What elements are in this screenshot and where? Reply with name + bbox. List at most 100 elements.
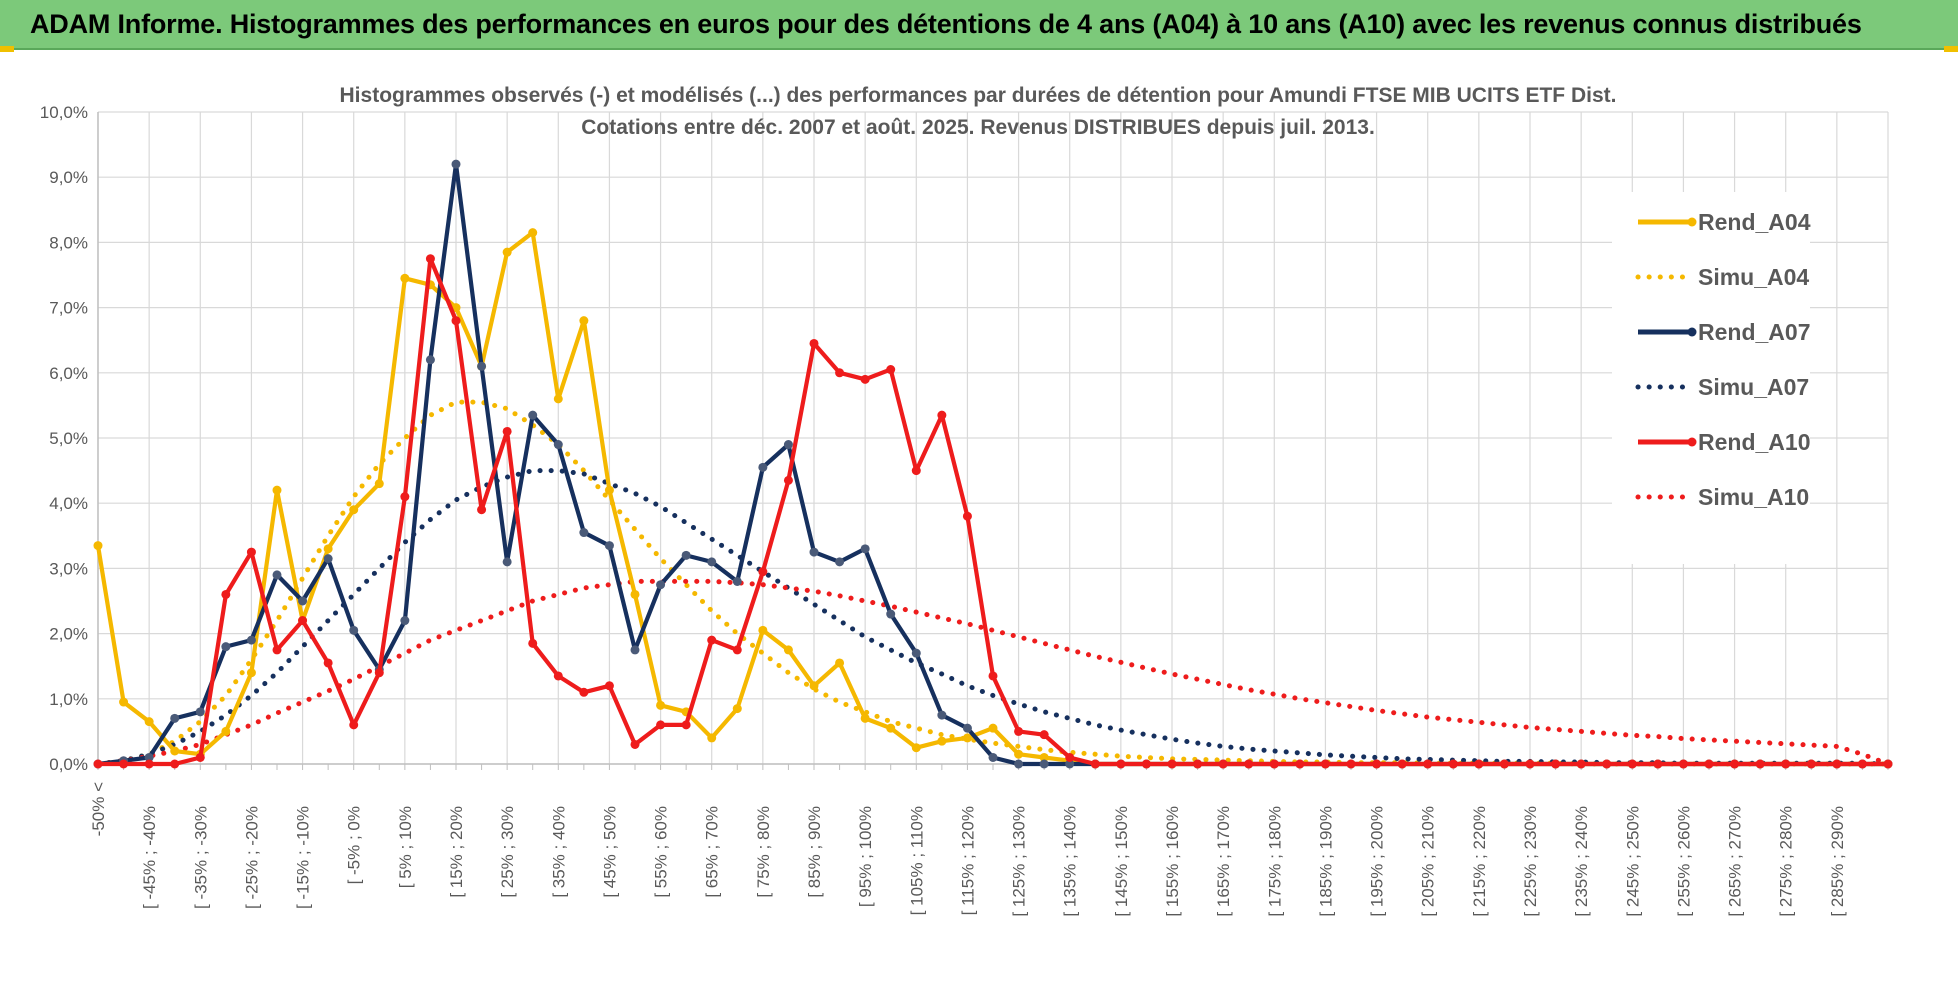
x-tick-label: [ 185% ; 190%	[1316, 806, 1335, 917]
data-point	[937, 710, 947, 720]
data-point	[425, 254, 435, 264]
data-point	[323, 544, 333, 554]
data-point	[911, 648, 921, 658]
legend-label: Simu_A07	[1698, 374, 1809, 400]
data-point	[681, 550, 691, 560]
x-tick-label: [ 115% ; 120%	[958, 806, 977, 915]
data-point	[1499, 759, 1509, 769]
chart-title: Histogrammes observés (-) et modélisés (…	[340, 84, 1617, 107]
data-point	[835, 557, 845, 567]
data-point	[732, 576, 742, 586]
data-point	[962, 733, 972, 743]
data-point	[1065, 759, 1075, 769]
x-tick-label: [ 125% ; 130%	[1010, 806, 1029, 917]
y-tick-label: 4,0%	[49, 494, 88, 513]
legend-marker	[1687, 437, 1697, 447]
data-point	[604, 541, 614, 551]
legend-label: Simu_A04	[1698, 264, 1809, 290]
data-point	[732, 645, 742, 655]
data-point	[1423, 759, 1433, 769]
data-point	[1653, 759, 1663, 769]
data-point	[1806, 759, 1816, 769]
data-point	[272, 570, 282, 580]
x-tick-label: [ 105% ; 110%	[907, 806, 926, 915]
x-tick-label: [ 245% ; 250%	[1623, 806, 1642, 917]
x-tick-label: [ -35% ; -30%	[191, 806, 210, 909]
series-Rend_A10	[93, 254, 1893, 769]
data-point	[1781, 759, 1791, 769]
data-point	[374, 668, 384, 678]
report-banner: ADAM Informe. Histogrammes des performan…	[0, 0, 1958, 50]
x-tick-label: -50% <	[89, 782, 108, 836]
data-point	[835, 368, 845, 378]
y-tick-label: 10,0%	[40, 103, 88, 122]
data-point	[1832, 759, 1842, 769]
data-point	[860, 374, 870, 384]
data-point	[1448, 759, 1458, 769]
data-point	[1116, 759, 1126, 769]
x-tick-label: [ -25% ; -20%	[242, 806, 261, 909]
chart-subtitle: Cotations entre déc. 2007 et août. 2025.…	[581, 116, 1375, 139]
data-point	[1167, 759, 1177, 769]
data-point	[630, 645, 640, 655]
x-tick-label: [ 65% ; 70%	[703, 806, 722, 898]
data-point	[400, 616, 410, 626]
legend-marker	[1687, 327, 1697, 337]
data-point	[988, 752, 998, 762]
data-point	[1014, 749, 1024, 759]
data-point	[1269, 759, 1279, 769]
data-point	[604, 681, 614, 691]
legend-item-Rend_A10: Rend_A10	[1638, 429, 1810, 455]
x-tick-label: [ -5% ; 0%	[345, 806, 364, 884]
x-tick-label: [ 195% ; 200%	[1368, 806, 1387, 917]
x-tick-label: [ -15% ; -10%	[294, 806, 313, 909]
data-point	[502, 247, 512, 257]
data-point	[1576, 759, 1586, 769]
axes: 0,0% 1,0% 2,0% 3,0% 4,0% 5,0% 6,0% 7,0% 8,0% 9,0%…	[40, 103, 1889, 917]
data-point	[1627, 759, 1637, 769]
data-point	[886, 365, 896, 375]
y-tick-label: 2,0%	[49, 625, 88, 644]
legend-marker	[1687, 217, 1697, 227]
data-point	[221, 726, 231, 736]
legend-item-Rend_A07: Rend_A07	[1638, 319, 1810, 345]
data-point	[707, 733, 717, 743]
report-title: ADAM Informe. Histogrammes des performan…	[30, 8, 1862, 39]
corner-mark-right	[1944, 46, 1958, 52]
data-point	[246, 635, 256, 645]
x-tick-label: [ 225% ; 230%	[1521, 806, 1540, 917]
data-point	[221, 642, 231, 652]
data-point	[579, 316, 589, 326]
data-point	[221, 589, 231, 599]
y-tick-label: 9,0%	[49, 168, 88, 187]
x-tick-label: [ 35% ; 40%	[549, 806, 568, 898]
x-tick-label: [ 75% ; 80%	[754, 806, 773, 898]
data-point	[298, 616, 308, 626]
data-point	[323, 554, 333, 564]
data-point	[886, 723, 896, 733]
data-point	[758, 462, 768, 472]
x-tick-label: [ 25% ; 30%	[498, 806, 517, 898]
x-tick-label: [ 265% ; 270%	[1726, 806, 1745, 917]
data-point	[1141, 759, 1151, 769]
data-point	[170, 759, 180, 769]
data-point	[170, 746, 180, 756]
legend-item-Rend_A04: Rend_A04	[1638, 209, 1811, 235]
series-line	[95, 578, 1891, 767]
data-point	[1039, 730, 1049, 740]
data-point	[1678, 759, 1688, 769]
data-point	[477, 361, 487, 371]
data-point	[758, 567, 768, 577]
x-tick-label: [ 135% ; 140%	[1061, 806, 1080, 917]
data-point	[1857, 759, 1867, 769]
histogram-chart: 0,0% 1,0% 2,0% 3,0% 4,0% 5,0% 6,0% 7,0% 8,0% 9,0%…	[40, 84, 1893, 917]
data-point	[144, 752, 154, 762]
data-point	[860, 544, 870, 554]
data-point	[1065, 752, 1075, 762]
x-tick-label: [ 235% ; 240%	[1572, 806, 1591, 917]
data-point	[707, 635, 717, 645]
data-point	[1755, 759, 1765, 769]
data-point	[170, 713, 180, 723]
x-tick-label: [ 155% ; 160%	[1163, 806, 1182, 917]
data-point	[911, 743, 921, 753]
